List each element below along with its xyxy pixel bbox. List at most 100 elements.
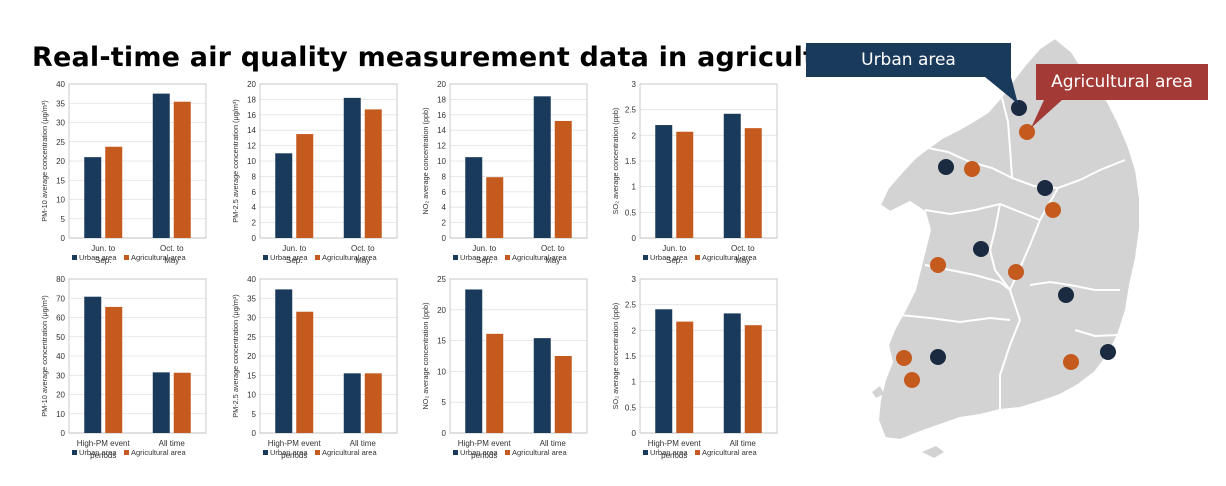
legend-swatch [124,450,129,455]
legend-swatch [263,255,268,260]
bar-agricultural [173,372,191,433]
x-tick-label: periods [471,451,497,460]
legend-swatch [505,450,510,455]
legend-label: Agricultural area [702,448,757,457]
y-axis-title: PM-2.5 average concentration (μg/m³) [231,99,240,222]
chart-pm10-season: 0 5 10 15 20 25 30 35 40 PM-10 average concentrat… [32,78,210,265]
y-axis-title: NO₂ average concentration (ppb) [421,107,430,214]
legend-label: Urban area [270,448,308,457]
urban-marker [1100,344,1116,360]
x-tick-label: Jun. to [662,244,687,253]
bar-agricultural [364,373,382,433]
y-tick-label: 16 [437,111,446,120]
x-tick-label: Oct. to [541,244,565,253]
x-tick-label: May [735,256,750,265]
y-tick-label: 10 [247,391,256,400]
y-tick-label: 1 [632,378,637,387]
bar-agricultural [105,306,123,433]
urban-marker [1058,287,1074,303]
y-tick-label: 20 [247,352,256,361]
plot-frame [639,83,778,239]
y-tick-label: 40 [56,352,65,361]
legend-swatch [263,450,268,455]
bar-urban [465,157,483,238]
y-tick-label: 35 [56,99,65,108]
y-tick-label: 3 [632,275,637,284]
y-tick-label: 5 [61,215,66,224]
plot-frame [259,83,398,239]
bar-urban [655,309,673,433]
legend-label: Urban area [460,253,498,262]
legend-swatch [643,450,648,455]
bar-agricultural [486,333,504,433]
legend-label: Agricultural area [322,253,377,262]
chart-so2-event: 0 0.5 1 1.5 2 2.5 3 SO₂ average concentration (… [603,273,781,460]
x-tick-label: May [164,256,179,265]
y-tick-label: 60 [56,314,65,323]
agri-marker [896,350,912,366]
x-tick-label: High-PM event [648,439,702,448]
y-tick-label: 0 [61,429,66,438]
y-tick-label: 14 [247,126,256,135]
agri-marker [1063,354,1079,370]
x-tick-label: May [355,256,370,265]
bar-agricultural [676,321,694,433]
urban-marker [1037,180,1053,196]
legend-label: Agricultural area [131,253,186,262]
y-tick-label: 15 [56,176,65,185]
urban-marker [930,349,946,365]
bar-urban [655,125,673,238]
legend-label: Urban area [79,253,117,262]
chart-pm25-event: 0 5 10 15 20 25 30 35 40 PM-2.5 average concentra… [223,273,401,460]
y-tick-label: 10 [247,157,256,166]
x-tick-label: All time [350,439,377,448]
y-tick-label: 10 [56,410,65,419]
chart-svg: 0 2 4 6 8 10 12 14 16 18 20 PM-2.5 average concentr… [231,80,398,265]
x-tick-label: All time [159,439,186,448]
urban-marker [938,159,954,175]
y-tick-label: 2 [252,219,257,228]
y-tick-label: 5 [252,410,257,419]
y-axis-title: SO₂ average concentration (ppb) [611,303,620,410]
bar-agricultural [296,311,314,433]
legend-swatch [505,255,510,260]
x-tick-label: Sep. [666,256,682,265]
urban-marker [1011,100,1027,116]
y-tick-label: 20 [437,80,446,89]
y-tick-label: 30 [56,371,65,380]
y-tick-label: 4 [442,203,447,212]
x-tick-label: Oct. to [731,244,755,253]
chart-svg: 0 0.5 1 1.5 2 2.5 3 SO₂ average concentration (… [611,80,778,265]
korea-map [840,30,1226,486]
y-tick-label: 2 [442,219,447,228]
y-tick-label: 0.5 [625,403,637,412]
plot-frame [68,278,207,434]
bar-urban [533,96,551,238]
x-tick-label: High-PM event [458,439,512,448]
chart-pm10-event: 0 10 20 30 40 50 60 70 80 PM-10 average concentra… [32,273,210,460]
bar-urban [84,296,102,433]
legend-label: Urban area [79,448,117,457]
bar-urban [84,157,102,238]
urban-area-callout: Urban area [806,43,1011,77]
legend-label: Agricultural area [512,448,567,457]
y-tick-label: 20 [56,391,65,400]
y-tick-label: 0 [442,234,447,243]
legend-label: Agricultural area [512,253,567,262]
chart-so2-season: 0 0.5 1 1.5 2 2.5 3 SO₂ average concentration (… [603,78,781,265]
legend-swatch [453,450,458,455]
y-tick-label: 15 [247,371,256,380]
y-tick-label: 10 [437,157,446,166]
bar-urban [723,313,741,433]
legend-label: Urban area [650,253,688,262]
x-tick-label: periods [281,451,307,460]
legend-label: Agricultural area [702,253,757,262]
urban-marker [973,241,989,257]
chart-pm25-season: 0 2 4 6 8 10 12 14 16 18 20 PM-2.5 average concentr… [223,78,401,265]
y-tick-label: 3 [632,80,637,89]
agri-marker [1045,202,1061,218]
chart-svg: 0 10 20 30 40 50 60 70 80 PM-10 average concentra… [40,275,207,460]
x-tick-label: Sep. [95,256,111,265]
bar-agricultural [296,134,314,238]
y-tick-label: 25 [56,138,65,147]
